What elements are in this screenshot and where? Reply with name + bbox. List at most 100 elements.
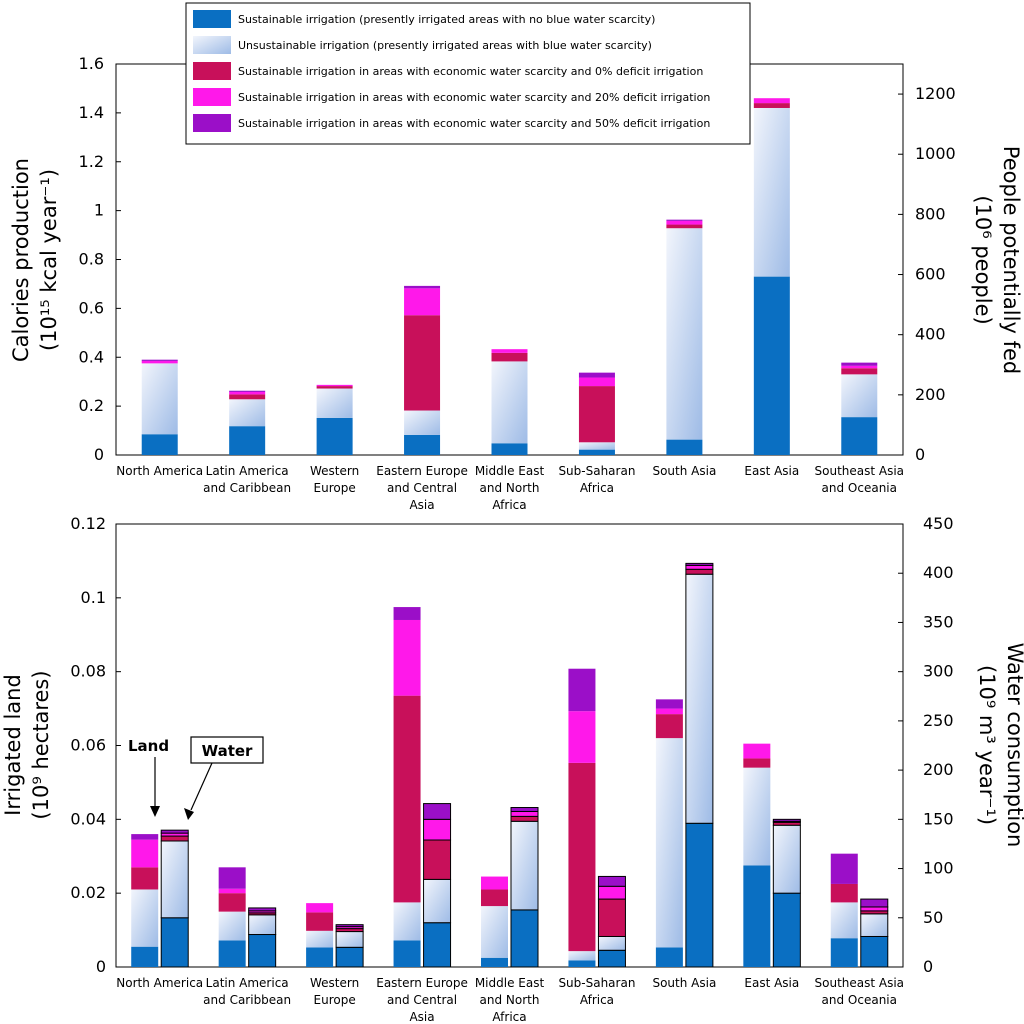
land-bar-sust bbox=[481, 957, 508, 967]
water-bar-def50 bbox=[597, 875, 626, 887]
calories-category-label: East Asia bbox=[744, 464, 799, 478]
land-bar-def20 bbox=[306, 903, 334, 913]
land-bar-sust bbox=[743, 865, 771, 967]
legend-label-sust: Sustainable irrigation (presently irriga… bbox=[238, 13, 655, 26]
water-bar-unsust bbox=[248, 914, 277, 936]
land-water-chart: 0 0.02 0.04 0.06 0.08 0.1 0.12 0 50 100 150 200 250… bbox=[1, 514, 1024, 1024]
land-y-axis-unit: (10⁹ hectares) bbox=[29, 670, 53, 819]
water-annotation: Water bbox=[202, 742, 253, 760]
water-bar-def50 bbox=[860, 898, 889, 908]
calories-bar-def20 bbox=[404, 288, 441, 316]
water-bar-def20 bbox=[423, 818, 452, 841]
water-arrowhead bbox=[184, 808, 194, 820]
calories-bar-def0 bbox=[404, 315, 441, 411]
calories-y-tick-label: 0.4 bbox=[79, 347, 104, 366]
land-bar-def0 bbox=[131, 867, 159, 890]
calories-bar-sust bbox=[316, 417, 353, 455]
legend: Sustainable irrigation (presently irriga… bbox=[185, 2, 751, 145]
water-bar-sust bbox=[160, 917, 189, 968]
water-bar-def50 bbox=[510, 807, 539, 812]
land-bar-def20 bbox=[131, 839, 159, 868]
calories-bar-sust bbox=[841, 417, 878, 455]
land-bar-unsust bbox=[393, 902, 421, 941]
water-bar-def20 bbox=[685, 564, 714, 570]
water-bar-unsust bbox=[510, 820, 539, 911]
land-water-category-label: Southeast Asia and Oceania bbox=[815, 976, 905, 1007]
calories-category-label: South Asia bbox=[652, 464, 716, 478]
land-bar-sust bbox=[655, 947, 683, 967]
water-bar-def50 bbox=[335, 924, 364, 928]
calories-bar-def20 bbox=[666, 220, 703, 225]
water-bar-sust bbox=[685, 822, 714, 968]
land-bar-unsust bbox=[481, 906, 508, 958]
water-y-tick-label: 0 bbox=[923, 957, 933, 976]
calories-y-tick-label: 0.8 bbox=[79, 250, 104, 269]
calories-bar-def0 bbox=[229, 394, 266, 400]
water-bar-sust bbox=[860, 935, 889, 968]
water-y-tick-label: 100 bbox=[923, 859, 954, 878]
land-bar-sust bbox=[218, 940, 246, 967]
land-bar-sust bbox=[131, 946, 159, 967]
water-y-tick-label: 200 bbox=[923, 760, 954, 779]
calories-category-label: Middle East and North Africa bbox=[475, 464, 545, 512]
land-bar-unsust bbox=[830, 902, 858, 939]
calories-bar-def50 bbox=[666, 219, 703, 221]
calories-y-tick-label: 1.6 bbox=[79, 54, 104, 73]
land-bar-def20 bbox=[481, 876, 508, 890]
calories-y-tick-label: 0.2 bbox=[79, 396, 104, 415]
land-water-category-label: Latin America and Caribbean bbox=[203, 976, 291, 1007]
water-bar-sust bbox=[597, 949, 626, 968]
calories-bar-sust bbox=[491, 443, 528, 455]
legend-swatch-def0 bbox=[193, 62, 231, 80]
water-y-axis-unit: (10⁹ m³ year⁻¹) bbox=[975, 665, 999, 825]
calories-bar-def0 bbox=[666, 224, 703, 229]
calories-bar-def0 bbox=[316, 386, 353, 389]
calories-bar-unsust bbox=[404, 410, 441, 435]
water-y-axis-label: Water consumption bbox=[1003, 643, 1024, 848]
land-bar-def0 bbox=[481, 889, 508, 907]
water-bar-def0 bbox=[423, 839, 452, 880]
calories-bar-def50 bbox=[404, 285, 441, 289]
land-bar-unsust bbox=[655, 738, 683, 948]
land-bar-sust bbox=[393, 940, 421, 967]
calories-bar-unsust bbox=[141, 363, 178, 435]
water-y-tick-label: 400 bbox=[923, 563, 954, 582]
water-bar-def0 bbox=[685, 568, 714, 575]
calories-bar-sust bbox=[141, 434, 178, 455]
water-bar-def20 bbox=[510, 810, 539, 817]
people-y-tick-label: 600 bbox=[915, 265, 946, 284]
legend-swatch-unsust bbox=[193, 36, 231, 54]
land-bar-def50 bbox=[830, 853, 858, 884]
water-bar-def0 bbox=[160, 835, 189, 842]
land-bar-unsust bbox=[306, 930, 334, 948]
water-y-tick-label: 350 bbox=[923, 612, 954, 631]
water-bar-unsust bbox=[860, 913, 889, 937]
legend-swatch-def50 bbox=[193, 114, 231, 132]
land-y-tick-label: 0.08 bbox=[70, 662, 106, 681]
calories-bar-unsust bbox=[666, 228, 703, 440]
land-water-category-label: East Asia bbox=[744, 976, 799, 990]
calories-bar-unsust bbox=[491, 361, 528, 444]
land-bar-def0 bbox=[743, 758, 771, 768]
water-bar-def20 bbox=[597, 885, 626, 900]
calories-bar-def0 bbox=[841, 368, 878, 375]
calories-category-label: Western Europe bbox=[310, 464, 359, 495]
people-y-tick-label: 800 bbox=[915, 204, 946, 223]
calories-category-label: Sub-Saharan Africa bbox=[558, 464, 635, 495]
people-y-tick-label: 400 bbox=[915, 325, 946, 344]
land-bar-unsust bbox=[218, 911, 246, 941]
land-water-category-label: North America bbox=[116, 976, 203, 990]
land-bar-def20 bbox=[568, 711, 596, 763]
land-bar-def50 bbox=[393, 607, 421, 620]
water-bar-unsust bbox=[772, 824, 801, 894]
water-y-tick-label: 50 bbox=[923, 908, 943, 927]
calories-bar-def0 bbox=[578, 386, 615, 443]
land-water-category-label: Middle East and North Africa bbox=[475, 976, 545, 1024]
calories-bar-def50 bbox=[578, 372, 615, 378]
water-y-tick-label: 300 bbox=[923, 662, 954, 681]
water-bar-sust bbox=[423, 922, 452, 968]
water-bar-unsust bbox=[597, 935, 626, 951]
calories-bar-def0 bbox=[753, 103, 790, 108]
land-y-axis-label: Irrigated land bbox=[1, 674, 25, 816]
